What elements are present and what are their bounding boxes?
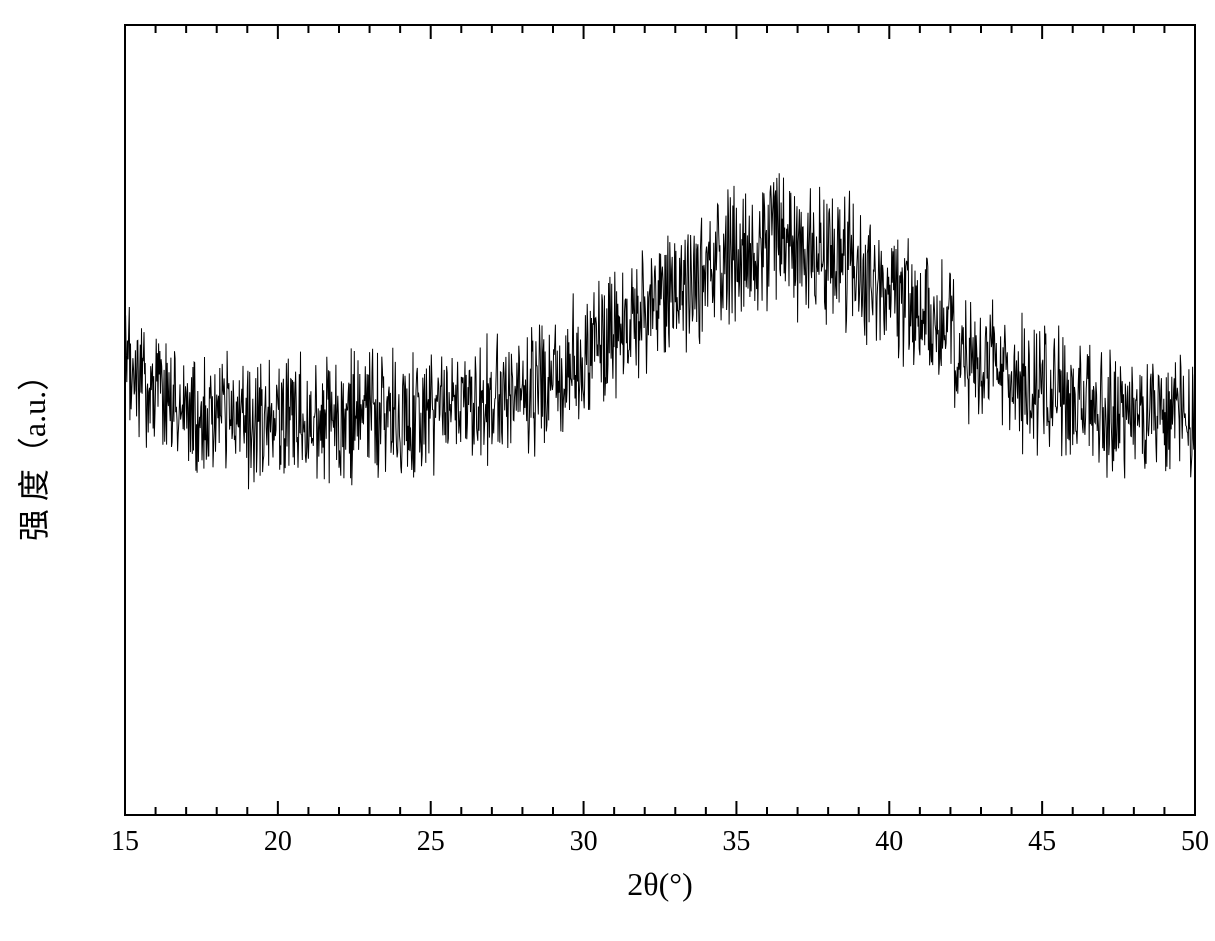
x-axis-label: 2θ(°) bbox=[627, 866, 692, 902]
xrd-chart: 15 20 25 30 35 40 45 50 2θ(°) 强 度（a.u.） bbox=[0, 0, 1215, 936]
xrd-trace bbox=[125, 173, 1194, 489]
plot-group bbox=[125, 173, 1194, 489]
xtick-label: 25 bbox=[417, 826, 445, 857]
xtick-label: 30 bbox=[570, 826, 598, 857]
xtick-label: 45 bbox=[1028, 826, 1056, 857]
xtick-label: 20 bbox=[264, 826, 292, 857]
xtick-label: 50 bbox=[1181, 826, 1209, 857]
y-axis-label: 强 度（a.u.） bbox=[16, 359, 52, 541]
xtick-label: 35 bbox=[722, 826, 750, 857]
axis-group: 15 20 25 30 35 40 45 50 bbox=[111, 25, 1209, 857]
labels-group: 2θ(°) 强 度（a.u.） bbox=[16, 359, 693, 902]
xtick-label: 15 bbox=[111, 826, 139, 857]
chart-svg: 15 20 25 30 35 40 45 50 2θ(°) 强 度（a.u.） bbox=[0, 0, 1215, 936]
xtick-label: 40 bbox=[875, 826, 903, 857]
